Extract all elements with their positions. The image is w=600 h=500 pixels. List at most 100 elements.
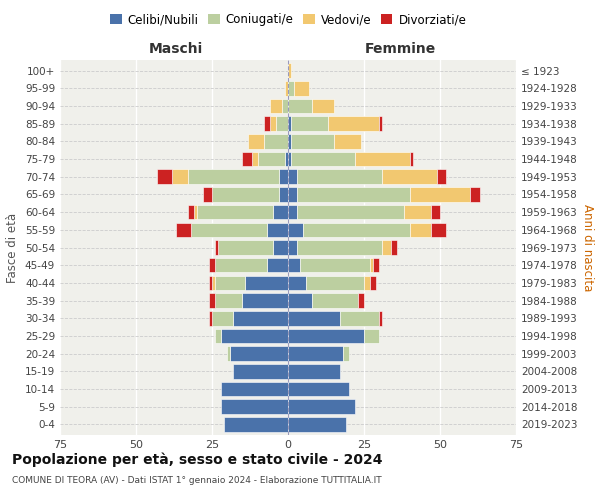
Bar xyxy=(215,328,221,343)
Bar xyxy=(288,240,297,255)
Bar xyxy=(297,240,382,255)
Bar xyxy=(288,116,291,131)
Bar xyxy=(276,116,288,131)
Bar xyxy=(218,240,273,255)
Bar xyxy=(410,222,431,237)
Bar xyxy=(227,346,230,361)
Bar xyxy=(328,116,379,131)
Bar xyxy=(176,222,191,237)
Bar xyxy=(297,187,410,202)
Bar xyxy=(270,98,282,113)
Bar xyxy=(279,187,288,202)
Bar xyxy=(215,294,242,308)
Bar xyxy=(334,134,361,148)
Bar xyxy=(288,346,343,361)
Bar xyxy=(263,116,270,131)
Bar xyxy=(288,152,291,166)
Text: Maschi: Maschi xyxy=(148,42,203,56)
Bar xyxy=(410,187,470,202)
Bar xyxy=(285,81,288,96)
Bar xyxy=(194,205,197,220)
Bar xyxy=(157,170,172,184)
Bar xyxy=(294,81,309,96)
Bar xyxy=(270,116,276,131)
Text: COMUNE DI TEORA (AV) - Dati ISTAT 1° gennaio 2024 - Elaborazione TUTTITALIA.IT: COMUNE DI TEORA (AV) - Dati ISTAT 1° gen… xyxy=(12,476,382,485)
Bar xyxy=(197,205,273,220)
Bar xyxy=(209,311,212,326)
Bar xyxy=(172,170,188,184)
Bar xyxy=(263,134,288,148)
Bar xyxy=(288,328,364,343)
Bar xyxy=(288,364,340,378)
Bar xyxy=(313,98,334,113)
Bar xyxy=(355,152,410,166)
Bar xyxy=(288,258,300,272)
Bar xyxy=(379,116,382,131)
Bar xyxy=(288,170,297,184)
Text: Popolazione per età, sesso e stato civile - 2024: Popolazione per età, sesso e stato civil… xyxy=(12,452,383,467)
Bar xyxy=(288,64,291,78)
Bar xyxy=(267,222,288,237)
Bar xyxy=(303,222,410,237)
Bar xyxy=(212,276,215,290)
Bar xyxy=(379,311,382,326)
Bar xyxy=(285,152,288,166)
Bar xyxy=(212,311,233,326)
Bar xyxy=(203,187,212,202)
Y-axis label: Anni di nascita: Anni di nascita xyxy=(581,204,594,291)
Bar xyxy=(288,400,355,414)
Bar xyxy=(382,170,437,184)
Bar xyxy=(215,276,245,290)
Bar xyxy=(288,187,297,202)
Bar xyxy=(288,205,297,220)
Bar xyxy=(215,240,218,255)
Bar xyxy=(224,417,288,432)
Bar xyxy=(340,311,379,326)
Bar xyxy=(291,134,334,148)
Bar xyxy=(382,240,391,255)
Bar xyxy=(233,311,288,326)
Bar xyxy=(242,152,251,166)
Bar xyxy=(364,276,370,290)
Bar xyxy=(288,294,313,308)
Bar xyxy=(209,294,215,308)
Bar xyxy=(470,187,479,202)
Bar xyxy=(273,205,288,220)
Bar xyxy=(242,294,288,308)
Bar xyxy=(291,116,328,131)
Bar xyxy=(364,328,379,343)
Bar xyxy=(370,276,376,290)
Bar xyxy=(221,400,288,414)
Bar xyxy=(188,205,194,220)
Bar xyxy=(221,328,288,343)
Y-axis label: Fasce di età: Fasce di età xyxy=(7,212,19,282)
Bar xyxy=(373,258,379,272)
Bar xyxy=(221,382,288,396)
Bar xyxy=(343,346,349,361)
Bar xyxy=(313,294,358,308)
Bar xyxy=(188,170,279,184)
Bar xyxy=(288,417,346,432)
Bar xyxy=(257,152,285,166)
Bar xyxy=(288,81,294,96)
Bar xyxy=(300,258,370,272)
Bar xyxy=(358,294,364,308)
Bar xyxy=(288,98,313,113)
Bar xyxy=(431,205,440,220)
Bar xyxy=(233,364,288,378)
Legend: Celibi/Nubili, Coniugati/e, Vedovi/e, Divorziati/e: Celibi/Nubili, Coniugati/e, Vedovi/e, Di… xyxy=(105,8,471,31)
Bar xyxy=(291,152,355,166)
Bar xyxy=(288,382,349,396)
Bar xyxy=(404,205,431,220)
Bar xyxy=(251,152,257,166)
Bar xyxy=(410,152,413,166)
Bar xyxy=(279,170,288,184)
Bar xyxy=(288,134,291,148)
Bar xyxy=(245,276,288,290)
Bar xyxy=(431,222,446,237)
Bar xyxy=(288,222,303,237)
Bar xyxy=(297,205,404,220)
Bar xyxy=(288,311,340,326)
Bar xyxy=(267,258,288,272)
Bar xyxy=(209,258,215,272)
